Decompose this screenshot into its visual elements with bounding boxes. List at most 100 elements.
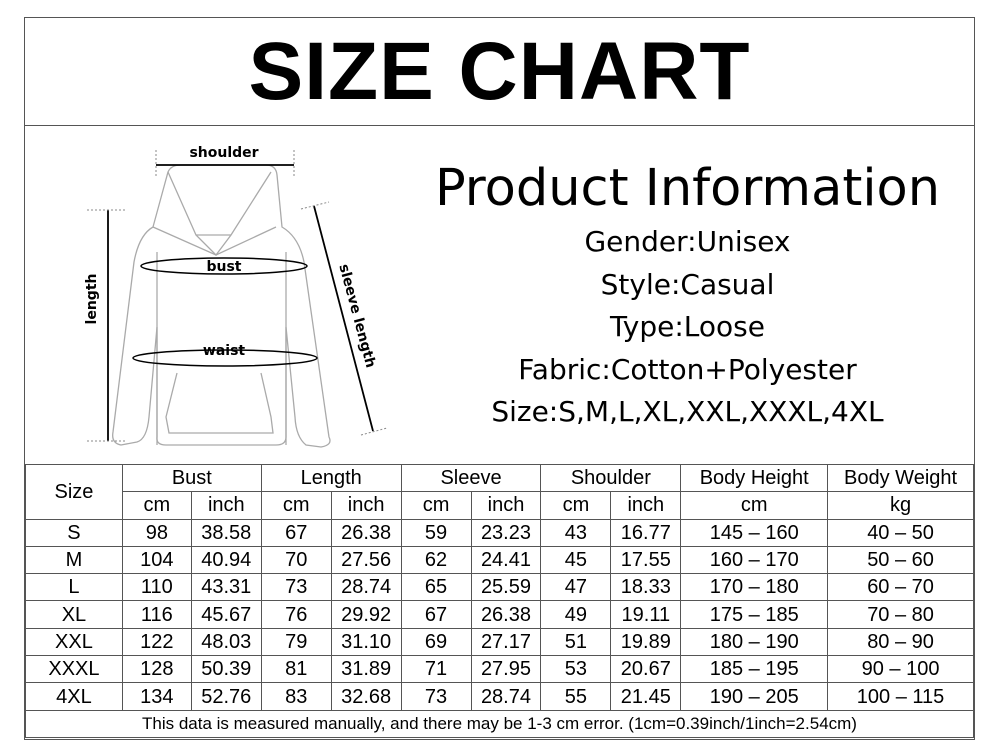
table-row: XXXL 128 50.39 81 31.89 71 27.95 53 20.67 185 – 1…	[25, 655, 974, 684]
table-cell: 25.59	[470, 573, 542, 602]
table-cell: 76	[260, 600, 332, 629]
table-cell: 51	[540, 627, 612, 657]
table-cell: 160 – 170	[680, 545, 829, 575]
table-cell: 83	[260, 682, 332, 711]
type-line: Type:Loose	[610, 310, 765, 343]
size-cell: S	[25, 518, 123, 547]
size-cell: L	[25, 573, 123, 602]
table-row: XXL 122 48.03 79 31.10 69 27.17 51 19.89 180 – 19…	[25, 627, 974, 657]
table-row: S 98 38.58 67 26.38 59 23.23 43 16.77 145 – 160 40…	[25, 518, 974, 547]
group-header: Shoulder	[540, 463, 682, 493]
table-cell: 128	[121, 655, 192, 684]
unit-header: inch	[330, 491, 402, 520]
table-cell: 175 – 185	[680, 600, 829, 629]
unit-header: cm	[121, 491, 192, 520]
table-row: M 104 40.94 70 27.56 62 24.41 45 17.55 160 – 170 5…	[25, 545, 974, 575]
bust-label: bust	[206, 259, 241, 275]
table-cell: 116	[121, 600, 192, 629]
table-cell: 26.38	[470, 600, 542, 629]
waist-label: waist	[203, 343, 246, 359]
table-cell: 60 – 70	[827, 573, 974, 602]
table-cell: 145 – 160	[680, 518, 829, 547]
table-cell: 122	[121, 627, 192, 657]
sizes-line: Size:S,M,L,XL,XXL,XXXL,4XL	[491, 395, 884, 428]
table-cell: 47	[540, 573, 612, 602]
table-cell: 73	[400, 682, 472, 711]
table-cell: 31.10	[330, 627, 402, 657]
table-cell: 100 – 115	[827, 682, 974, 711]
size-table: Size Bust Length Sleeve Shoulder Body Height B…	[25, 463, 974, 738]
gender-line: Gender:Unisex	[584, 225, 791, 258]
unit-header: cm	[540, 491, 612, 520]
table-cell: 50 – 60	[827, 545, 974, 575]
table-cell: 110	[121, 573, 192, 602]
table-cell: 180 – 190	[680, 627, 829, 657]
table-cell: 98	[121, 518, 192, 547]
sleeve-length-label: sleeve length	[335, 262, 378, 369]
group-header: Bust	[121, 463, 262, 493]
table-cell: 70 – 80	[827, 600, 974, 629]
table-cell: 65	[400, 573, 472, 602]
table-cell: 69	[400, 627, 472, 657]
table-row: XL 116 45.67 76 29.92 67 26.38 49 19.11 175 – 185…	[25, 600, 974, 629]
info-section: shoulder bust waist length sleeve length…	[25, 125, 974, 465]
page-title: SIZE CHART	[248, 25, 751, 117]
table-cell: 32.68	[330, 682, 402, 711]
table-cell: 23.23	[470, 518, 542, 547]
table-row: L 110 43.31 73 28.74 65 25.59 47 18.33 170 – 180 6…	[25, 573, 974, 602]
table-cell: 71	[400, 655, 472, 684]
table-cell: 55	[540, 682, 612, 711]
table-cell: 90 – 100	[827, 655, 974, 684]
size-header: Size	[25, 464, 123, 520]
table-row: 4XL 134 52.76 83 32.68 73 28.74 55 21.45 190 – 20…	[25, 682, 974, 711]
product-information: Product Information Gender:Unisex Style:…	[405, 157, 970, 434]
size-cell: XXXL	[25, 655, 123, 684]
table-cell: 67	[260, 518, 332, 547]
table-cell: 170 – 180	[680, 573, 829, 602]
table-cell: 17.55	[610, 545, 682, 575]
table-cell: 73	[260, 573, 332, 602]
title-box: SIZE CHART	[25, 18, 974, 126]
group-header: Body Weight	[827, 463, 974, 493]
table-cell: 52.76	[190, 682, 262, 711]
table-cell: 79	[260, 627, 332, 657]
size-cell: M	[25, 545, 123, 575]
product-info-title: Product Information	[434, 159, 941, 218]
table-cell: 27.17	[470, 627, 542, 657]
table-cell: 59	[400, 518, 472, 547]
table-cell: 53	[540, 655, 612, 684]
table-cell: 38.58	[190, 518, 262, 547]
table-cell: 45.67	[190, 600, 262, 629]
header-row: Size Bust Length Sleeve Shoulder Body Height B…	[25, 463, 974, 520]
table-cell: 29.92	[330, 600, 402, 629]
table-cell: 31.89	[330, 655, 402, 684]
table-cell: 45	[540, 545, 612, 575]
table-cell: 81	[260, 655, 332, 684]
table-cell: 48.03	[190, 627, 262, 657]
hoodie-outline-icon	[112, 164, 331, 448]
table-cell: 20.67	[610, 655, 682, 684]
unit-header: inch	[470, 491, 542, 520]
table-cell: 16.77	[610, 518, 682, 547]
unit-row: cm inch cm inch cm inch cm inch cm kg	[26, 491, 974, 520]
shoulder-label: shoulder	[189, 145, 258, 161]
size-chart: SIZE CHART shoulder bust w	[24, 17, 975, 740]
table-cell: 62	[400, 545, 472, 575]
table-cell: 18.33	[610, 573, 682, 602]
table-cell: 49	[540, 600, 612, 629]
measurement-note: This data is measured manually, and ther…	[25, 709, 974, 738]
fabric-line: Fabric:Cotton+Polyester	[518, 352, 857, 386]
table-cell: 21.45	[610, 682, 682, 711]
table-cell: 190 – 205	[680, 682, 829, 711]
table-cell: 26.38	[330, 518, 402, 547]
unit-header: cm	[400, 491, 472, 520]
table-cell: 43	[540, 518, 612, 547]
group-header: Body Height	[680, 463, 829, 493]
table-cell: 19.11	[610, 600, 682, 629]
table-cell: 50.39	[190, 655, 262, 684]
note-row: This data is measured manually, and ther…	[25, 709, 974, 738]
length-label: length	[84, 274, 100, 325]
table-cell: 27.95	[470, 655, 542, 684]
table-cell: 134	[121, 682, 192, 711]
table-cell: 43.31	[190, 573, 262, 602]
